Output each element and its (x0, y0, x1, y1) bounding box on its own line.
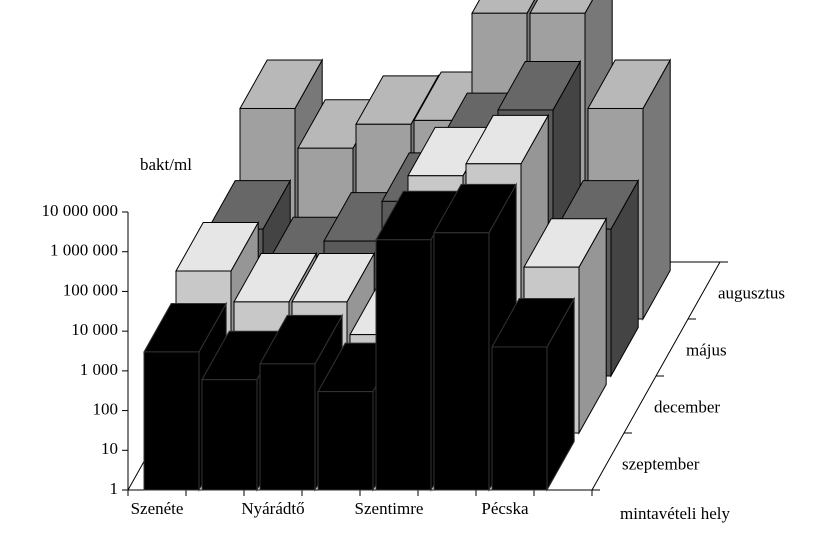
bar-front (201, 379, 258, 491)
x-tick-label: Pécska (481, 499, 529, 518)
bar (491, 296, 576, 492)
bar-front (143, 351, 200, 491)
y-tick-label: 100 000 (63, 280, 118, 299)
legend-label: szeptember (622, 454, 700, 473)
y-tick-label: 1 000 000 (50, 241, 118, 260)
legend-label: december (654, 397, 720, 416)
bar-front (433, 232, 490, 491)
legend-label: augusztus (718, 283, 785, 302)
y-axis-title: bakt/ml (140, 155, 192, 174)
y-tick-label: 10 000 000 (42, 201, 119, 220)
y-tick-label: 1 000 (80, 360, 118, 379)
x-axis-title: mintavételi hely (620, 504, 730, 523)
bar-front (375, 239, 432, 491)
bar-front (317, 391, 374, 491)
x-tick-label: Szenéte (131, 499, 184, 518)
y-tick-label: 10 000 (71, 320, 118, 339)
y-tick-label: 1 (110, 479, 119, 498)
x-tick-label: Nyárádtő (241, 499, 304, 518)
bar-front (491, 346, 548, 491)
y-tick-label: 100 (93, 399, 119, 418)
y-tick-label: 10 (101, 439, 118, 458)
bar-front (259, 363, 316, 491)
x-tick-label: Szentimre (355, 499, 424, 518)
legend-label: május (686, 340, 727, 359)
